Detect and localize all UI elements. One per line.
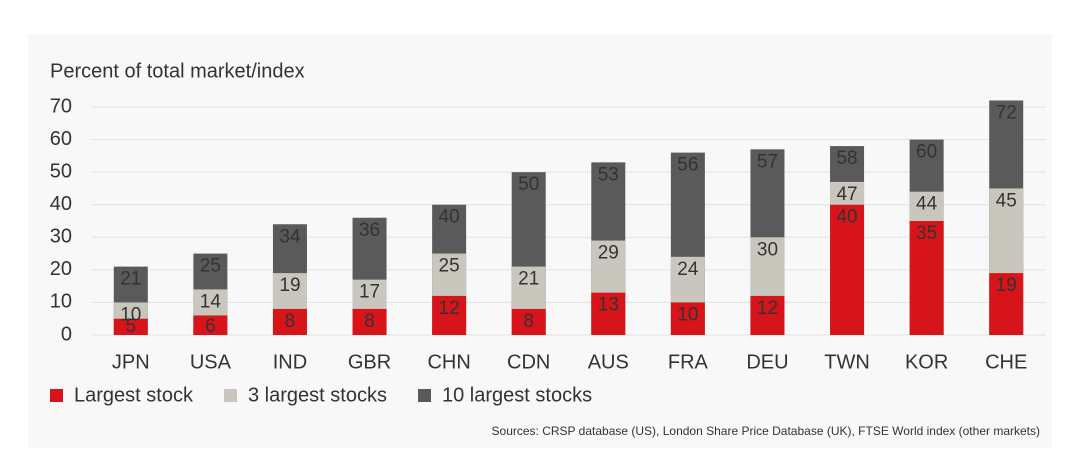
data-label: 45 (996, 190, 1017, 211)
data-label: 30 (757, 239, 778, 260)
legend-label: Largest stock (74, 384, 194, 406)
data-label: 25 (200, 256, 221, 277)
bar (670, 302, 705, 335)
data-label: 14 (200, 291, 222, 312)
y-tick-label: 40 (50, 193, 72, 215)
legend-swatch (224, 389, 237, 402)
data-label: 8 (523, 311, 534, 332)
data-label: 19 (279, 275, 300, 296)
x-tick-label: JPN (112, 351, 150, 373)
x-tick-label: FRA (668, 351, 709, 373)
data-label: 40 (439, 207, 460, 228)
data-label: 13 (598, 295, 619, 316)
x-tick-label: CDN (507, 351, 550, 373)
legend-swatch (50, 389, 63, 402)
legend-label: 10 largest stocks (442, 384, 592, 406)
data-label: 8 (364, 311, 375, 332)
x-tick-label: USA (190, 351, 232, 373)
bar (113, 318, 148, 335)
data-label: 60 (916, 142, 937, 163)
data-label: 36 (359, 220, 380, 241)
data-label: 12 (757, 298, 778, 319)
data-label: 53 (598, 164, 619, 185)
source-note: Sources: CRSP database (US), London Shar… (492, 424, 1040, 438)
data-label: 12 (439, 298, 460, 319)
bar (272, 308, 307, 335)
x-tick-label: IND (273, 351, 307, 373)
data-label: 6 (205, 316, 216, 337)
data-label: 8 (285, 311, 296, 332)
legend-label: 3 largest stocks (248, 384, 387, 406)
data-label: 24 (677, 259, 699, 280)
data-label: 34 (279, 226, 301, 247)
bar (989, 273, 1024, 335)
data-label: 47 (836, 184, 857, 205)
x-tick-label: CHE (985, 351, 1027, 373)
data-label: 50 (518, 174, 539, 195)
bar (352, 308, 387, 335)
x-tick-label: KOR (905, 351, 948, 373)
bar (750, 295, 785, 335)
data-label: 57 (757, 151, 778, 172)
x-tick-label: GBR (348, 351, 391, 373)
data-label: 21 (120, 269, 141, 290)
y-tick-label: 30 (50, 226, 72, 248)
data-label: 19 (996, 275, 1017, 296)
bar (432, 295, 467, 335)
data-label: 35 (916, 223, 937, 244)
y-tick-label: 20 (50, 258, 72, 280)
y-axis-label: Percent of total market/index (50, 60, 305, 82)
data-label: 58 (836, 148, 857, 169)
data-label: 17 (359, 282, 380, 303)
data-label: 56 (677, 155, 698, 176)
y-tick-label: 0 (61, 323, 72, 345)
legend-swatch (418, 389, 431, 402)
data-label: 10 (120, 304, 141, 325)
x-tick-label: CHN (427, 351, 470, 373)
data-label: 40 (836, 207, 857, 228)
data-label: 10 (677, 304, 698, 325)
y-tick-label: 10 (50, 291, 72, 313)
y-tick-label: 70 (50, 95, 72, 117)
bar (591, 292, 626, 335)
x-tick-label: AUS (588, 351, 629, 373)
x-tick-label: DEU (746, 351, 788, 373)
bar (511, 308, 546, 335)
bar (909, 221, 944, 335)
data-label: 21 (518, 269, 539, 290)
y-tick-label: 50 (50, 160, 72, 182)
data-label: 29 (598, 243, 619, 264)
x-tick-label: TWN (824, 351, 870, 373)
data-label: 5 (126, 316, 137, 337)
y-tick-label: 60 (50, 128, 72, 150)
bar (830, 204, 865, 335)
data-label: 44 (916, 194, 938, 215)
data-label: 25 (439, 256, 460, 277)
data-label: 72 (996, 103, 1017, 124)
bar (193, 315, 228, 335)
